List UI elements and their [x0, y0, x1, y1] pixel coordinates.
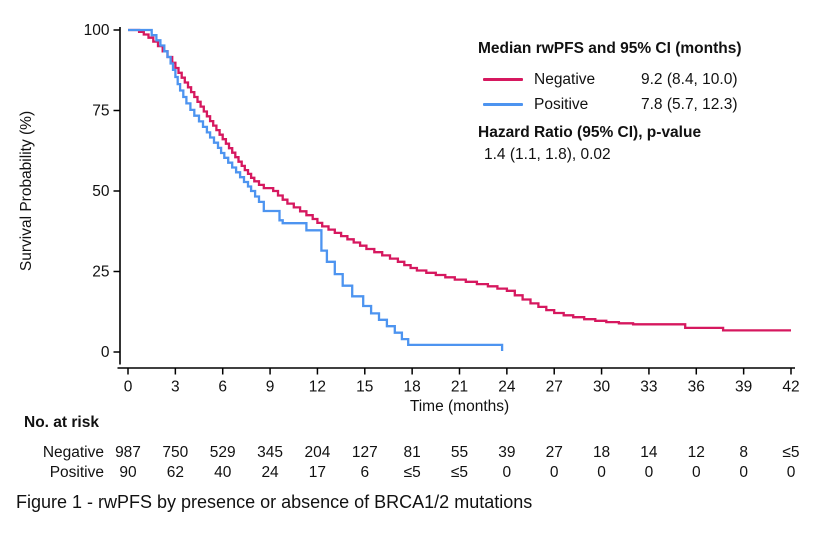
risk-row-label-negative: Negative — [42, 444, 104, 461]
y-axis-title: Survival Probability (%) — [18, 111, 35, 271]
risk-count: 24 — [261, 463, 279, 481]
legend-entry-positive: Positive 7.8 (5.7, 12.3) — [478, 92, 818, 117]
positive-line-swatch — [483, 103, 523, 106]
legend-entry-negative: Negative 9.2 (8.4, 10.0) — [478, 67, 818, 92]
risk-count: 39 — [498, 444, 516, 461]
x-tick-label: 33 — [640, 379, 657, 396]
risk-count: 0 — [739, 463, 748, 481]
legend-median-positive: 7.8 (5.7, 12.3) — [641, 95, 738, 113]
y-tick-label: 0 — [101, 344, 110, 361]
x-tick-label: 30 — [593, 379, 611, 396]
x-tick-label: 39 — [735, 379, 752, 396]
x-tick-label: 0 — [124, 379, 133, 396]
x-tick-label: 6 — [218, 379, 227, 396]
x-tick-label: 12 — [309, 379, 326, 396]
risk-count: 14 — [640, 444, 658, 461]
x-tick-label: 42 — [782, 379, 799, 396]
risk-count: 0 — [644, 463, 654, 481]
risk-count: 0 — [502, 463, 512, 481]
risk-table-heading: No. at risk — [24, 414, 99, 431]
risk-count: 0 — [691, 463, 701, 481]
legend-median-negative: 9.2 (8.4, 10.0) — [641, 70, 738, 88]
x-tick-label: 36 — [688, 379, 705, 396]
risk-count: ≤5 — [403, 463, 421, 481]
x-tick-label: 18 — [404, 379, 421, 396]
risk-count: 6 — [360, 463, 370, 481]
risk-count: 12 — [687, 444, 705, 461]
risk-count: 81 — [403, 444, 421, 461]
y-tick-label: 75 — [92, 103, 109, 120]
risk-count: 529 — [209, 444, 236, 461]
risk-count: 27 — [545, 444, 563, 461]
x-tick-label: 21 — [451, 379, 468, 396]
risk-count: 18 — [592, 444, 611, 461]
negative-line-swatch — [483, 78, 523, 81]
y-tick-label: 100 — [84, 22, 110, 39]
risk-count: ≤5 — [782, 444, 800, 461]
risk-count: 987 — [115, 444, 141, 461]
risk-row-label-positive: Positive — [49, 463, 104, 481]
legend: Median rwPFS and 95% CI (months) Negativ… — [478, 40, 818, 164]
risk-count: 204 — [304, 444, 331, 461]
risk-count: 127 — [351, 444, 378, 461]
risk-count: ≤5 — [450, 463, 469, 481]
risk-count: 0 — [597, 463, 606, 481]
risk-count: 0 — [786, 463, 796, 481]
risk-count: 40 — [214, 463, 232, 481]
x-tick-label: 15 — [356, 379, 373, 396]
x-tick-label: 9 — [266, 379, 275, 396]
hazard-ratio-title: Hazard Ratio (95% CI), p-value — [478, 124, 702, 141]
x-tick-label: 3 — [171, 379, 180, 396]
x-axis-title: Time (months) — [410, 398, 509, 415]
figure-caption: Figure 1 - rwPFS by presence or absence … — [16, 492, 533, 512]
hazard-ratio-value: 1.4 (1.1, 1.8), 0.02 — [484, 146, 611, 163]
x-tick-label: 27 — [546, 379, 563, 396]
risk-count: 17 — [308, 463, 327, 481]
legend-label-negative: Negative — [534, 70, 596, 88]
y-tick-label: 25 — [92, 264, 109, 281]
risk-count: 62 — [166, 463, 184, 481]
risk-count: 750 — [162, 444, 189, 461]
positive-curve — [128, 28, 504, 351]
legend-label-positive: Positive — [534, 95, 589, 113]
risk-count: 55 — [450, 444, 469, 461]
risk-count: 345 — [257, 444, 283, 461]
x-tick-label: 24 — [498, 379, 516, 396]
legend-title: Median rwPFS and 95% CI (months) — [478, 40, 742, 57]
risk-count: 8 — [739, 444, 748, 461]
risk-count: 0 — [549, 463, 559, 481]
negative-curve — [128, 28, 791, 332]
y-tick-label: 50 — [92, 183, 110, 200]
risk-count: 90 — [119, 463, 137, 481]
